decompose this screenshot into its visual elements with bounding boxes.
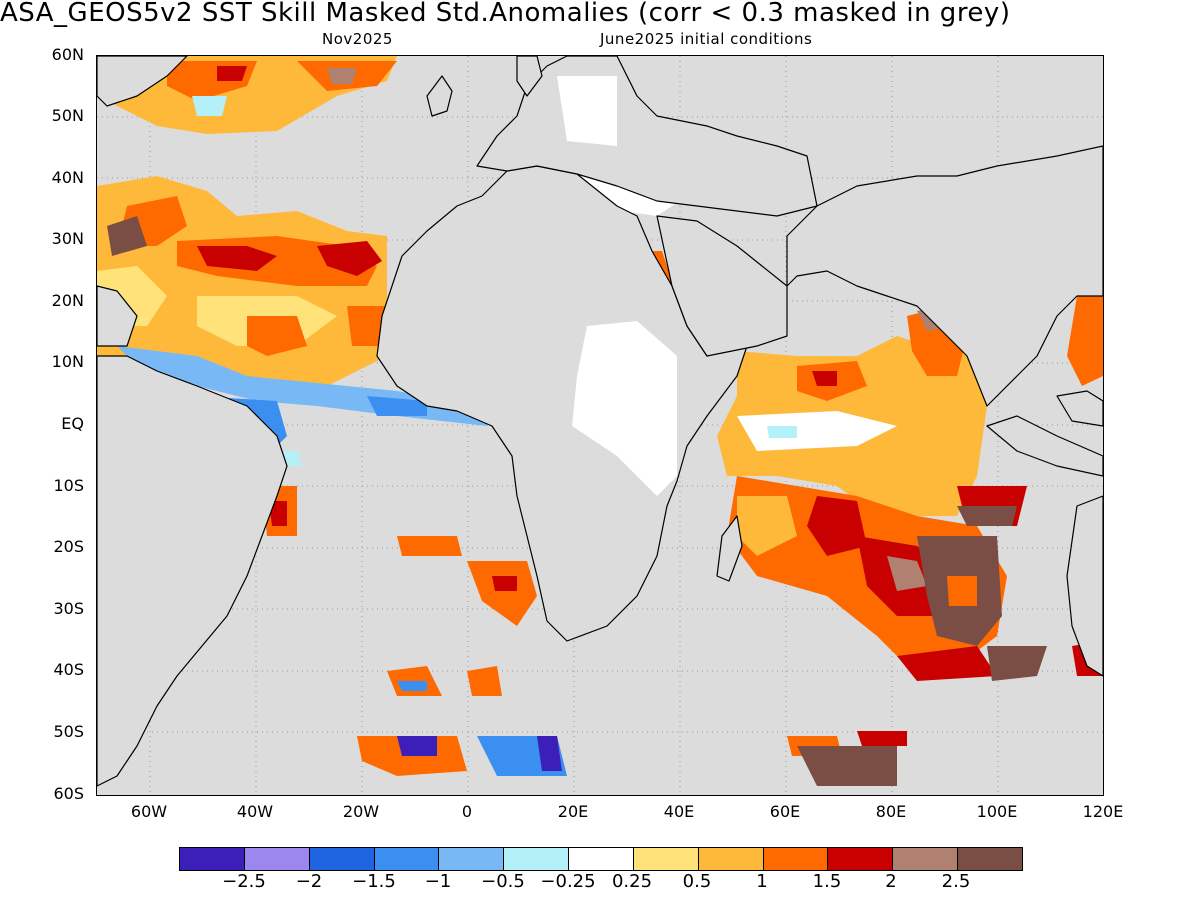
colorbar-label: −0.5 (481, 871, 525, 892)
colorbar-label: 1.5 (812, 871, 842, 892)
colorbar-swatch (958, 848, 1022, 870)
initial-conditions-label: June2025 initial conditions (600, 30, 813, 48)
lat-label: 30S (53, 599, 84, 618)
lat-label: 30N (51, 229, 84, 248)
colorbar-label: 2 (885, 871, 897, 892)
lat-label: 10S (53, 476, 84, 495)
sst-anomaly-map (96, 55, 1104, 796)
colorbar-label: −0.25 (540, 871, 596, 892)
colorbar-label: −1.5 (352, 871, 396, 892)
lon-label: 40W (236, 802, 274, 821)
lat-label: EQ (61, 414, 84, 433)
colorbar-swatch (180, 848, 245, 870)
colorbar-label: 0.5 (682, 871, 712, 892)
lon-label: 100E (976, 802, 1018, 821)
colorbar-swatch (569, 848, 634, 870)
lon-label: 40E (663, 802, 695, 821)
figure-title: ASA_GEOS5v2 SST Skill Masked Std.Anomali… (0, 0, 1011, 28)
colorbar-swatch (828, 848, 894, 870)
colorbar-label: −2 (295, 871, 323, 892)
colorbar-label: 2.5 (941, 871, 971, 892)
colorbar-swatch (439, 848, 505, 870)
lon-label: 20W (342, 802, 380, 821)
colorbar-swatch (763, 848, 829, 870)
lat-label: 20S (53, 537, 84, 556)
colorbar-swatch (633, 848, 699, 870)
valid-month-label: Nov2025 (322, 30, 393, 48)
colorbar-label: −1 (424, 871, 452, 892)
lat-label: 50S (53, 722, 84, 741)
lat-label: 20N (51, 291, 84, 310)
lat-label: 10N (51, 352, 84, 371)
colorbar-label: 0.25 (611, 871, 653, 892)
lat-label: 60N (51, 45, 84, 64)
lon-label: 60E (769, 802, 801, 821)
colorbar-swatch (698, 848, 764, 870)
near-zero-regions (557, 76, 677, 496)
colorbar-swatch (244, 848, 310, 870)
colorbar-swatch (309, 848, 375, 870)
colorbar-swatch (504, 848, 570, 870)
anomaly-patches (97, 56, 1103, 786)
colorbar-swatch (374, 848, 440, 870)
lon-label: 60W (130, 802, 168, 821)
lon-label: 120E (1082, 802, 1124, 821)
lon-label: 0 (461, 802, 473, 821)
colorbar-label: −2.5 (222, 871, 266, 892)
colorbar (179, 847, 1023, 871)
lon-label: 80E (875, 802, 907, 821)
lat-label: 60S (53, 784, 84, 803)
lon-label: 20E (557, 802, 589, 821)
colorbar-swatch (893, 848, 959, 870)
lat-label: 40S (53, 660, 84, 679)
lat-label: 50N (51, 106, 84, 125)
lat-label: 40N (51, 168, 84, 187)
colorbar-label: 1 (756, 871, 768, 892)
